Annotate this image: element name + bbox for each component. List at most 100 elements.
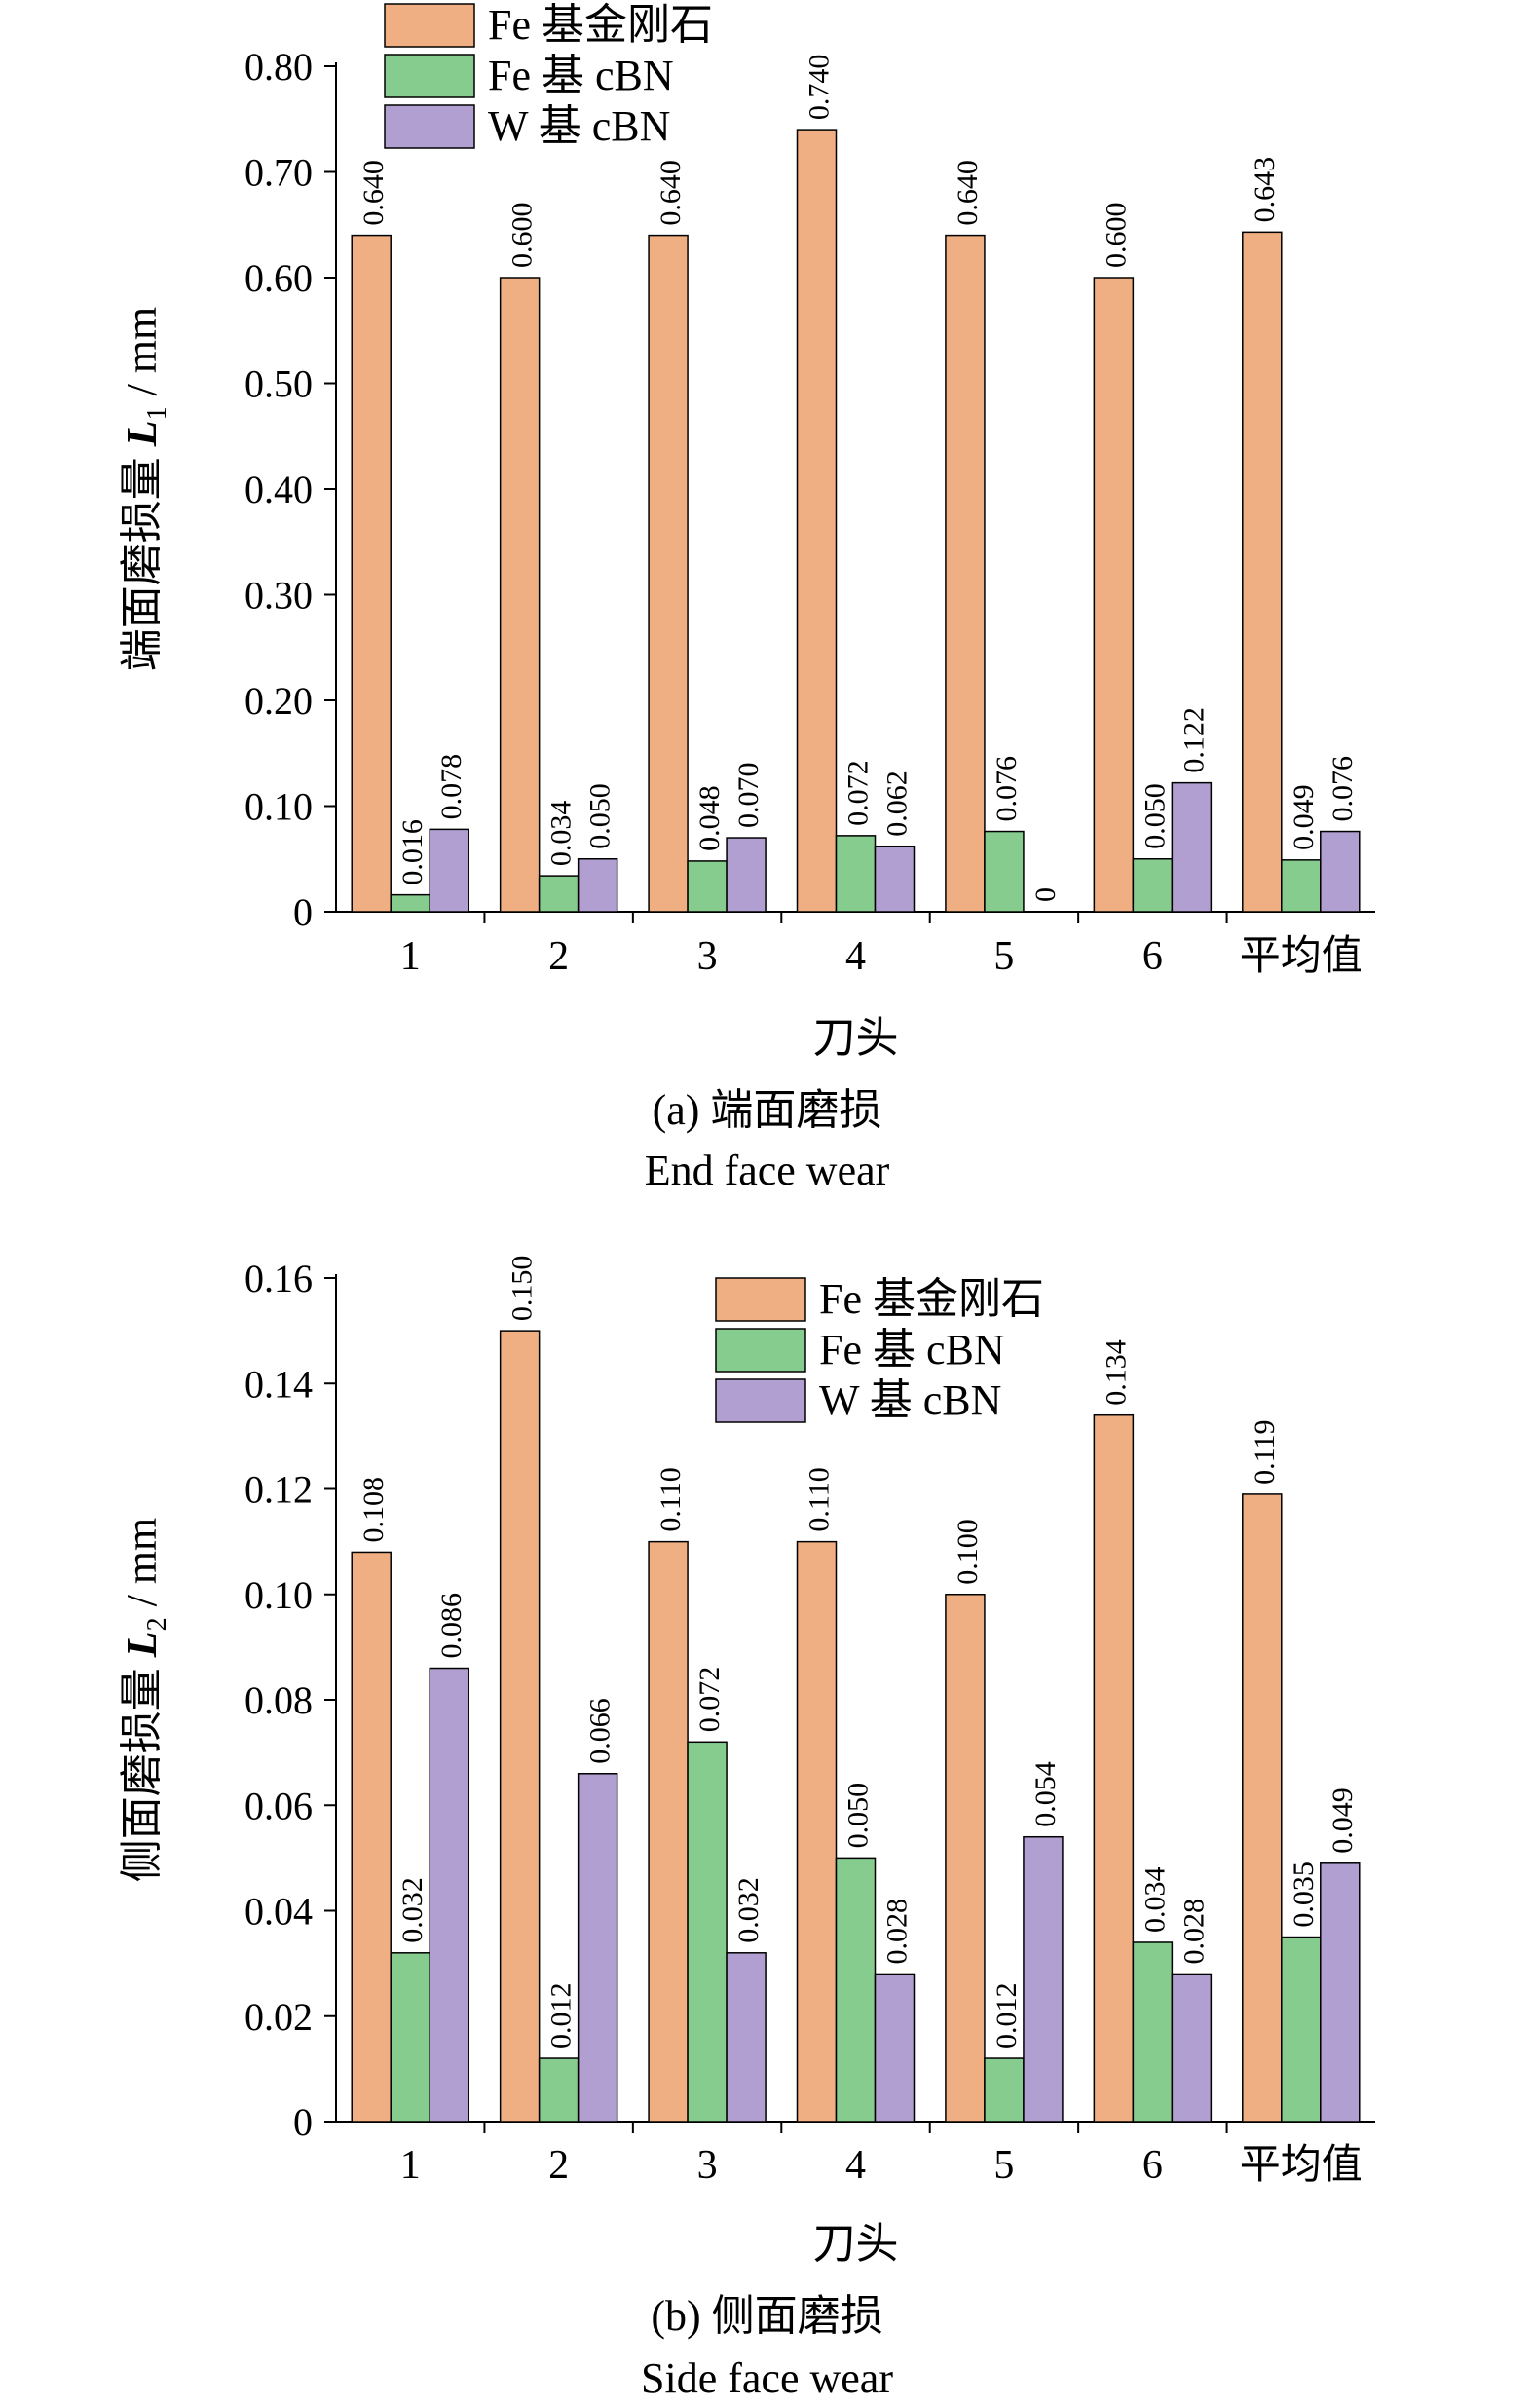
legend-label: Fe 基金刚石 xyxy=(488,1,713,49)
legend-label: Fe 基金刚石 xyxy=(819,1275,1044,1323)
bar xyxy=(874,845,916,913)
bar xyxy=(984,830,1025,913)
x-tick-label: 4 xyxy=(845,2143,866,2188)
x-tick-label: 2 xyxy=(548,934,569,979)
y-tick-label: 0.12 xyxy=(244,1468,313,1512)
y-tick-label: 0 xyxy=(293,2100,313,2144)
data-label: 0.072 xyxy=(842,760,875,826)
data-label: 0.076 xyxy=(991,756,1023,822)
data-label: 0.028 xyxy=(881,1899,914,1965)
y-tick-label: 0.06 xyxy=(244,1784,313,1827)
caption-b: (b) 侧面磨损 xyxy=(651,2292,883,2340)
data-label: 0.740 xyxy=(804,55,836,121)
data-label: 0.028 xyxy=(1178,1899,1210,1965)
bar xyxy=(945,1594,986,2123)
bar xyxy=(687,860,728,913)
data-label: 0.072 xyxy=(693,1667,726,1733)
bar xyxy=(1281,859,1322,913)
y-tick-label: 0 xyxy=(293,890,313,934)
y-axis-label-var: L xyxy=(118,420,166,447)
data-label: 0.048 xyxy=(693,785,726,851)
data-label: 0.034 xyxy=(545,801,578,867)
legend-swatch xyxy=(715,1277,806,1322)
legend-swatch xyxy=(715,1328,806,1373)
data-label: 0.643 xyxy=(1249,157,1281,223)
data-label: 0.078 xyxy=(435,754,468,820)
data-label: 0.012 xyxy=(991,1983,1023,2050)
data-label: 0.070 xyxy=(732,763,765,829)
x-tick-label: 平均值 xyxy=(1240,934,1363,979)
x-tick-label: 4 xyxy=(845,934,866,979)
x-tick-label: 1 xyxy=(400,2143,421,2188)
x-tick-label: 2 xyxy=(548,2143,569,2188)
bar xyxy=(1023,1835,1064,2123)
x-tick-label: 平均值 xyxy=(1240,2143,1363,2188)
legend-label: Fe 基 cBN xyxy=(819,1326,1005,1373)
data-label: 0.066 xyxy=(584,1698,617,1764)
x-tick-label: 5 xyxy=(993,934,1014,979)
x-tick-label: 5 xyxy=(993,2143,1014,2188)
bar xyxy=(1320,830,1361,913)
y-tick-label: 0.20 xyxy=(244,679,313,723)
bar xyxy=(1093,1413,1135,2123)
bar xyxy=(648,1540,689,2123)
chart-b-svg: 0 0.02 0.04 0.06 0.08 0.10 0.12 0.14 0.16 0.108 0.… xyxy=(118,1256,1375,2268)
bar xyxy=(1132,1941,1174,2123)
data-label: 0.150 xyxy=(506,1256,539,1322)
bar xyxy=(835,1857,877,2123)
chart-end-face-wear: 0 0.10 0.20 0.30 0.40 0.50 0.60 0.70 0.80 0.640 0.… xyxy=(0,0,1534,1091)
data-label: 0.062 xyxy=(881,771,914,837)
bar xyxy=(577,1773,618,2123)
bar xyxy=(538,875,580,913)
bar xyxy=(1093,277,1135,913)
data-label: 0.640 xyxy=(655,160,687,226)
bar xyxy=(390,893,430,913)
y-tick-label: 0.02 xyxy=(244,1995,313,2039)
data-label: 0.110 xyxy=(804,1467,836,1531)
data-label: 0.054 xyxy=(1029,1761,1062,1827)
data-label: 0.110 xyxy=(655,1467,687,1531)
bar xyxy=(351,234,392,913)
data-label: 0.640 xyxy=(357,160,390,226)
caption-a-english: End face wear xyxy=(644,1147,890,1194)
y-axis-label-sub: 1 xyxy=(142,406,172,420)
caption-a: (a) 端面磨损 xyxy=(652,1086,882,1134)
bar xyxy=(984,2057,1025,2123)
bar xyxy=(1171,1973,1213,2123)
chart-side-face-wear: 0 0.02 0.04 0.06 0.08 0.10 0.12 0.14 0.16 0.108 0.… xyxy=(0,1208,1534,2289)
legend-label: W 基 cBN xyxy=(819,1376,1001,1424)
y-tick-label: 0.04 xyxy=(244,1890,313,1934)
y-tick-label: 0.10 xyxy=(244,1573,313,1617)
bar xyxy=(499,277,541,913)
y-tick-label: 0.50 xyxy=(244,362,313,406)
y-tick-label: 0.14 xyxy=(244,1362,313,1406)
bar xyxy=(1281,1936,1322,2123)
legend-label: Fe 基 cBN xyxy=(488,52,674,99)
bar xyxy=(429,1667,469,2123)
y-tick-label: 0.60 xyxy=(244,256,313,300)
data-label: 0.032 xyxy=(732,1877,765,1943)
bar xyxy=(945,234,986,913)
bar xyxy=(726,1952,767,2123)
chart-a-svg: 0 0.10 0.20 0.30 0.40 0.50 0.60 0.70 0.80 0.640 0.… xyxy=(118,1,1375,1062)
legend-label: W 基 cBN xyxy=(488,102,670,150)
data-label: 0.640 xyxy=(952,160,984,226)
y-axis-label: 侧面磨损量 L2 / mm xyxy=(118,1518,172,1883)
x-tick-label: 6 xyxy=(1142,2143,1163,2188)
bar xyxy=(648,234,689,913)
data-label: 0 xyxy=(1029,887,1062,902)
y-tick-label: 0.80 xyxy=(244,45,313,89)
data-label: 0.032 xyxy=(396,1877,429,1943)
x-tick-label: 3 xyxy=(697,2143,718,2188)
y-tick-label: 0.08 xyxy=(244,1678,313,1722)
bar xyxy=(874,1973,916,2123)
legend-swatch xyxy=(715,1378,806,1423)
bar xyxy=(390,1952,430,2123)
caption-b-english: Side face wear xyxy=(641,2354,893,2402)
data-label: 0.119 xyxy=(1249,1420,1281,1485)
data-label: 0.108 xyxy=(357,1477,390,1543)
data-label: 0.012 xyxy=(545,1983,578,2050)
bar xyxy=(1320,1862,1361,2123)
bar xyxy=(796,129,838,913)
x-axis-label: 刀头 xyxy=(813,2220,899,2268)
